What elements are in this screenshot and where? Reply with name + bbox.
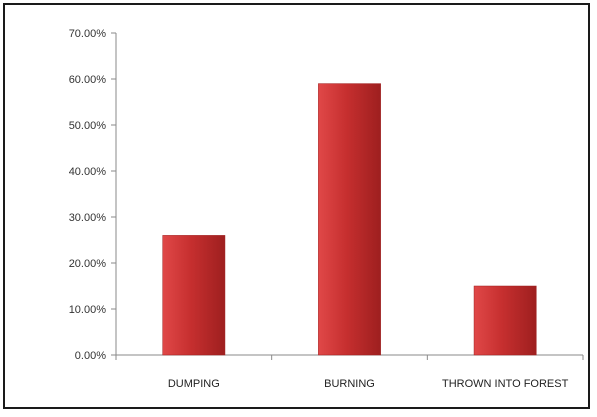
x-category-label: BURNING	[324, 378, 375, 390]
y-tick-label: 10.00%	[69, 304, 107, 316]
bar-chart: 0.00% 10.00% 20.00% 30.00% 40.00% 50.00% 60.00…	[69, 28, 584, 390]
y-tick-label: 20.00%	[69, 258, 107, 270]
y-tick-label: 0.00%	[75, 350, 106, 362]
bar-dumping	[162, 235, 226, 356]
x-axis	[115, 354, 584, 360]
bar-burning	[318, 83, 381, 356]
x-category-label: DUMPING	[168, 378, 220, 390]
x-category-label: THROWN INTO FOREST	[442, 378, 569, 390]
y-axis: 0.00% 10.00% 20.00% 30.00% 40.00% 50.00% 60.00…	[69, 28, 117, 362]
bar-thrown-into-forest	[473, 285, 537, 356]
category-labels: DUMPING BURNING THROWN INTO FOREST	[168, 378, 569, 390]
y-tick-label: 50.00%	[69, 120, 107, 132]
y-tick-label: 30.00%	[69, 212, 107, 224]
y-tick-label: 40.00%	[69, 166, 107, 178]
bars	[162, 83, 537, 356]
y-tick-label: 70.00%	[69, 28, 107, 40]
y-tick-label: 60.00%	[69, 74, 107, 86]
chart-frame: 0.00% 10.00% 20.00% 30.00% 40.00% 50.00% 60.00…	[3, 3, 590, 409]
